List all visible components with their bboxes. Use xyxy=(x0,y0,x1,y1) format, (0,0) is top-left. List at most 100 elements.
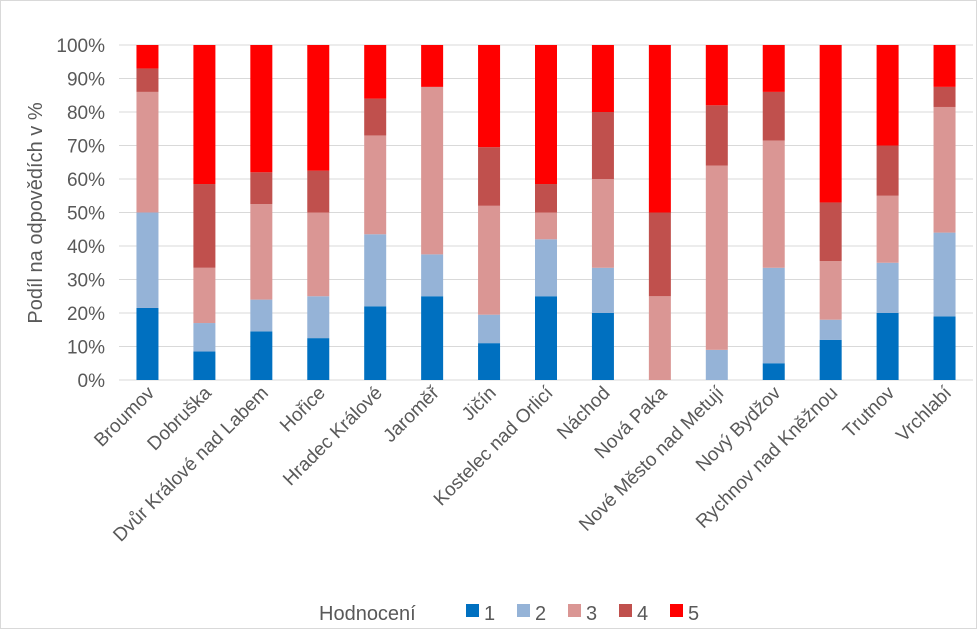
bar-segment-1 xyxy=(933,316,956,380)
bar-segment-2 xyxy=(933,232,956,317)
bar-segment-1 xyxy=(762,363,785,380)
bar-segment-2 xyxy=(819,319,842,340)
bar-segment-5 xyxy=(648,45,671,213)
y-tick-label: 90% xyxy=(67,70,105,91)
bar-segment-4 xyxy=(762,91,785,141)
bar-segment-3 xyxy=(307,212,330,297)
bar-segment-4 xyxy=(933,86,956,107)
x-category-label: Trutnov xyxy=(839,382,899,442)
bar-segment-5 xyxy=(705,45,728,106)
bar-segment-5 xyxy=(819,45,842,203)
bar-segment-3 xyxy=(762,140,785,268)
bar-segment-4 xyxy=(478,147,501,206)
y-axis-ticks: 0% 10% 20% 30% 40% 50% 60% 70% 80% 90% 100% xyxy=(56,36,105,392)
x-category-label: Hořice xyxy=(276,383,330,437)
bar-segment-4 xyxy=(591,112,614,179)
bar-segment-3 xyxy=(933,106,956,233)
y-tick-label: 100% xyxy=(56,36,105,57)
bar-segment-1 xyxy=(591,313,614,380)
bar-segment-2 xyxy=(193,323,216,352)
bar-segment-5 xyxy=(478,45,501,148)
legend-label: 3 xyxy=(586,603,597,625)
y-tick-label: 30% xyxy=(67,271,105,292)
legend-label: 2 xyxy=(535,603,546,625)
bar-segment-5 xyxy=(136,45,159,69)
x-category-label: Jičín xyxy=(458,383,500,425)
bar-segment-1 xyxy=(819,339,842,380)
legend-title: Hodnocení xyxy=(319,603,416,625)
bar-segment-4 xyxy=(819,202,842,262)
bar-segment-2 xyxy=(535,239,557,297)
bar-segment-5 xyxy=(307,45,330,171)
y-tick-label: 40% xyxy=(67,237,105,258)
bar-segment-1 xyxy=(307,338,330,380)
bar-segment-3 xyxy=(876,195,899,263)
x-category-label: Hradec Králové xyxy=(279,383,386,490)
bar-segment-2 xyxy=(307,296,330,339)
bar-segment-2 xyxy=(762,267,785,364)
bar-segment-5 xyxy=(250,45,273,173)
bar-segment-2 xyxy=(364,234,387,307)
legend-swatch-1 xyxy=(466,604,479,617)
y-tick-label: 20% xyxy=(67,304,105,325)
bars xyxy=(136,45,956,380)
bar-segment-3 xyxy=(421,86,444,255)
bar-segment-5 xyxy=(933,45,956,87)
bar-segment-4 xyxy=(364,98,387,136)
bar-segment-1 xyxy=(193,351,216,380)
bar-segment-2 xyxy=(478,314,501,344)
y-tick-label: 50% xyxy=(67,204,105,225)
bar-segment-3 xyxy=(364,135,387,235)
bar-segment-2 xyxy=(705,349,728,380)
bar-segment-3 xyxy=(136,91,159,213)
bar-segment-4 xyxy=(307,170,330,213)
bar-segment-5 xyxy=(762,45,785,92)
bar-segment-1 xyxy=(250,331,273,380)
legend-swatch-2 xyxy=(517,604,530,617)
y-tick-label: 70% xyxy=(67,137,105,158)
bar-segment-4 xyxy=(136,68,159,92)
bar-segment-1 xyxy=(136,307,159,380)
bar-segment-4 xyxy=(250,172,273,205)
bar-segment-2 xyxy=(591,267,614,313)
bar-segment-4 xyxy=(535,184,557,213)
y-tick-label: 10% xyxy=(67,338,105,359)
bar-segment-5 xyxy=(591,45,614,112)
y-tick-label: 80% xyxy=(67,103,105,124)
bar-segment-4 xyxy=(876,145,899,196)
bar-segment-2 xyxy=(250,299,273,332)
legend-swatch-3 xyxy=(568,604,581,617)
legend-swatch-5 xyxy=(670,604,683,617)
bar-segment-4 xyxy=(648,212,671,297)
bar-segment-3 xyxy=(250,204,273,300)
bar-segment-2 xyxy=(136,212,159,308)
bar-segment-3 xyxy=(535,212,557,240)
bar-segment-1 xyxy=(478,343,501,380)
bar-segment-3 xyxy=(478,205,501,315)
bar-segment-4 xyxy=(193,184,216,268)
y-tick-label: 60% xyxy=(67,170,105,191)
legend-swatch-4 xyxy=(619,604,632,617)
bar-segment-2 xyxy=(876,262,899,313)
y-tick-label: 0% xyxy=(78,371,106,392)
bar-segment-3 xyxy=(591,179,614,268)
legend-label: 5 xyxy=(688,603,699,625)
bar-segment-5 xyxy=(193,45,216,185)
bar-segment-1 xyxy=(364,306,387,380)
bar-segment-4 xyxy=(705,105,728,166)
legend-label: 4 xyxy=(637,603,648,625)
bar-segment-5 xyxy=(876,45,899,146)
bar-segment-5 xyxy=(535,45,557,185)
legend-label: 1 xyxy=(484,603,495,625)
bar-segment-2 xyxy=(421,254,444,297)
bar-segment-5 xyxy=(421,45,444,87)
legend: Hodnocení 1 2 3 4 5 xyxy=(319,603,699,625)
bar-segment-3 xyxy=(705,165,728,350)
x-category-label: Vrchlabí xyxy=(892,382,956,446)
bar-segment-1 xyxy=(535,296,557,380)
bar-segment-1 xyxy=(876,313,899,380)
y-axis-title: Podíl na odpovědích v % xyxy=(25,102,47,323)
